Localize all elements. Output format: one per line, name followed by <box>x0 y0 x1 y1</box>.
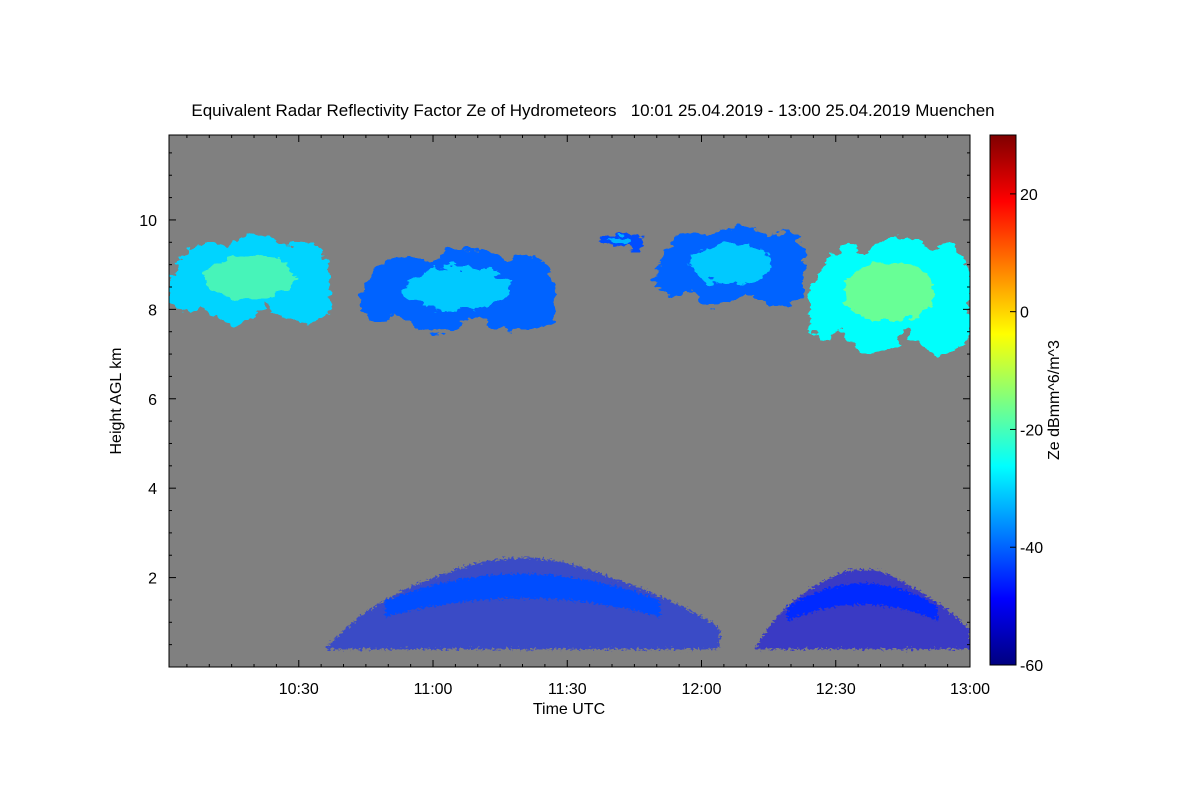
echo-region-core <box>787 583 938 621</box>
colorbar-tick-label: 20 <box>1020 187 1038 204</box>
y-axis-label: Height AGL km <box>108 347 125 454</box>
plot-area <box>168 134 971 668</box>
echo-region <box>808 235 970 355</box>
colorbar-tick-label: -40 <box>1020 540 1043 557</box>
echo-region <box>169 235 331 324</box>
x-tick-label: 13:00 <box>950 681 990 698</box>
colorbar-tick-label: -20 <box>1020 422 1043 439</box>
echo-region-core <box>689 243 772 285</box>
echo-region <box>361 248 554 333</box>
x-tick-label: 12:30 <box>816 681 856 698</box>
echo-region <box>656 226 805 307</box>
y-tick-label: 2 <box>148 571 157 588</box>
echo-region <box>598 233 644 249</box>
echo-region <box>755 569 970 650</box>
x-tick-label: 12:00 <box>681 681 721 698</box>
x-tick-label: 11:30 <box>548 681 587 698</box>
colorbar-label: Ze dBmm^6/m^3 <box>1046 340 1063 460</box>
colorbar-tick-label: 0 <box>1020 305 1029 322</box>
x-axis: 10:30 11:00 11:30 12:00 12:30 13:00 <box>186 135 990 698</box>
colorbar: 20 0 -20 -40 -60 Ze dBmm^6/m^3 <box>989 134 1063 675</box>
echo-region-core <box>844 261 935 323</box>
y-tick-label: 6 <box>148 392 157 409</box>
y-tick-label: 10 <box>139 213 157 230</box>
echo-region-core <box>384 574 661 617</box>
y-tick-label: 4 <box>148 481 157 498</box>
y-axis: 2 4 6 8 10 <box>139 152 970 646</box>
plot-frame <box>168 134 971 668</box>
echo-region-core <box>204 253 295 300</box>
echo-region-body <box>325 557 720 650</box>
echo-region-core <box>403 266 512 310</box>
x-tick-label: 11:00 <box>414 681 453 698</box>
colorbar-tick-label: -60 <box>1020 658 1043 675</box>
x-tick-label: 10:30 <box>279 681 319 698</box>
y-tick-label: 8 <box>148 302 157 319</box>
colorbar-gradient <box>989 134 1017 666</box>
echo-region-body <box>755 569 970 650</box>
echo-region <box>325 557 720 650</box>
chart-title: Equivalent Radar Reflectivity Factor Ze … <box>191 101 994 120</box>
x-axis-label: Time UTC <box>533 701 605 718</box>
echo-region-core <box>608 236 634 245</box>
